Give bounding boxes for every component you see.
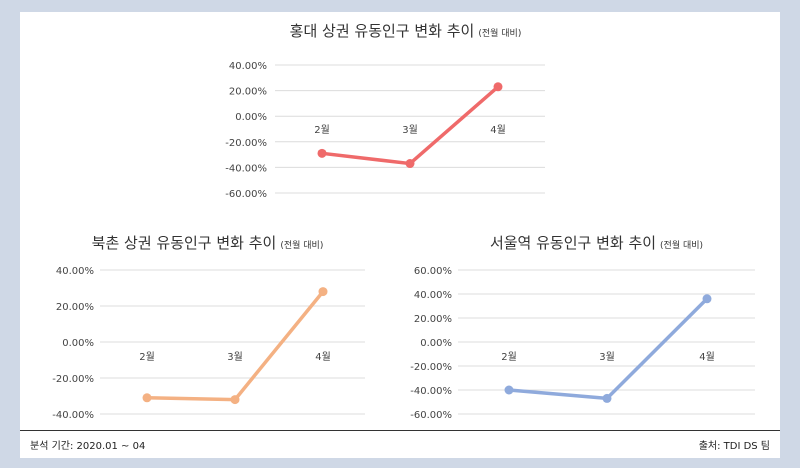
y-tick-label: -40.00% (410, 386, 452, 397)
data-point (230, 395, 240, 405)
data-point (504, 385, 514, 395)
y-tick-label: 60.00% (414, 266, 452, 277)
y-tick-label: -60.00% (225, 189, 267, 200)
chart-panel (20, 12, 780, 458)
series-line (145, 289, 325, 402)
y-tick-label: -20.00% (225, 138, 267, 149)
x-tick-label: 3월 (599, 351, 615, 363)
x-tick-label: 4월 (699, 351, 715, 363)
source-note: 출처: TDI DS 팀 (698, 441, 770, 452)
y-tick-label: -60.00% (410, 410, 452, 421)
x-tick-label: 4월 (490, 124, 506, 136)
y-tick-label: 20.00% (229, 87, 267, 98)
y-tick-label: 40.00% (414, 290, 452, 301)
y-tick-label: 20.00% (414, 314, 452, 325)
x-tick-label: 4월 (315, 351, 331, 363)
data-point (318, 287, 328, 297)
y-tick-label: 20.00% (56, 302, 94, 313)
footer-divider (20, 430, 780, 431)
data-point (602, 393, 612, 403)
chart-2: 북촌 상권 유동인구 변화 추이 (전월 대비) 40.00% 20.00% 0.00%… (52, 234, 365, 421)
y-tick-label: 0.00% (235, 112, 267, 123)
chart-title: 서울역 유동인구 변화 추이 (490, 234, 656, 252)
chart-subtitle: (전월 대비) (478, 27, 521, 39)
chart-3: 서울역 유동인구 변화 추이 (전월 대비) 60.00% 40.00% 20.00% 0… (410, 234, 755, 421)
data-point (493, 82, 503, 92)
x-tick-label: 2월 (501, 351, 517, 363)
data-point (142, 393, 152, 403)
y-tick-label: -20.00% (52, 374, 94, 385)
data-point (405, 159, 415, 169)
x-tick-label: 3월 (402, 124, 418, 136)
chart-title: 북촌 상권 유동인구 변화 추이 (92, 234, 277, 252)
x-tick-label: 3월 (227, 351, 243, 363)
series-line (507, 297, 709, 401)
y-tick-label: 0.00% (62, 338, 94, 349)
x-tick-label: 2월 (139, 351, 155, 363)
chart-title: 홍대 상권 유동인구 변화 추이 (290, 22, 475, 40)
y-tick-label: -40.00% (52, 410, 94, 421)
chart-subtitle: (전월 대비) (280, 239, 323, 251)
chart-subtitle: (전월 대비) (660, 239, 703, 251)
data-point (317, 148, 327, 158)
chart-1: 홍대 상권 유동인구 변화 추이 (전월 대비) 40.00% 20.00% 0.00%… (225, 22, 545, 200)
y-tick-label: -20.00% (410, 362, 452, 373)
analysis-period-note: 분석 기간: 2020.01 ~ 04 (30, 441, 146, 452)
y-tick-label: 0.00% (420, 338, 452, 349)
x-tick-label: 2월 (314, 124, 330, 136)
y-tick-label: -40.00% (225, 163, 267, 174)
data-point (702, 294, 712, 304)
y-tick-label: 40.00% (229, 61, 267, 72)
y-tick-label: 40.00% (56, 266, 94, 277)
